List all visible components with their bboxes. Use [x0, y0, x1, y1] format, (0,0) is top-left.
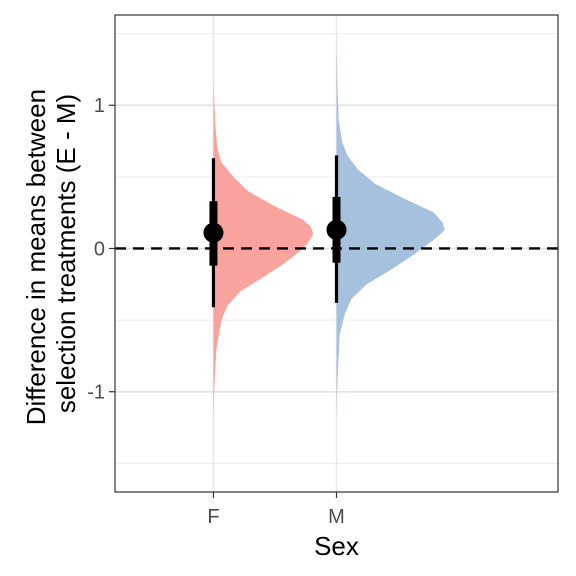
y-tick-label: 0	[94, 238, 105, 260]
interval-layer	[203, 155, 347, 308]
point-estimate-F	[203, 222, 224, 243]
y-tick-label: 1	[94, 95, 105, 117]
point-estimate-M	[326, 219, 347, 240]
y-axis-title: Difference in means between selection tr…	[21, 82, 81, 426]
x-axis-title: Sex	[314, 531, 359, 561]
x-tick-label-M: M	[328, 506, 345, 528]
x-tick-label-F: F	[207, 506, 219, 528]
density-M	[336, 40, 445, 414]
y-axis: -1 0 1	[87, 95, 115, 404]
y-axis-title-line-1: Difference in means between	[21, 89, 51, 425]
y-axis-title-line-2: selection treatments (E - M)	[51, 94, 81, 413]
y-tick-label: -1	[87, 382, 105, 404]
